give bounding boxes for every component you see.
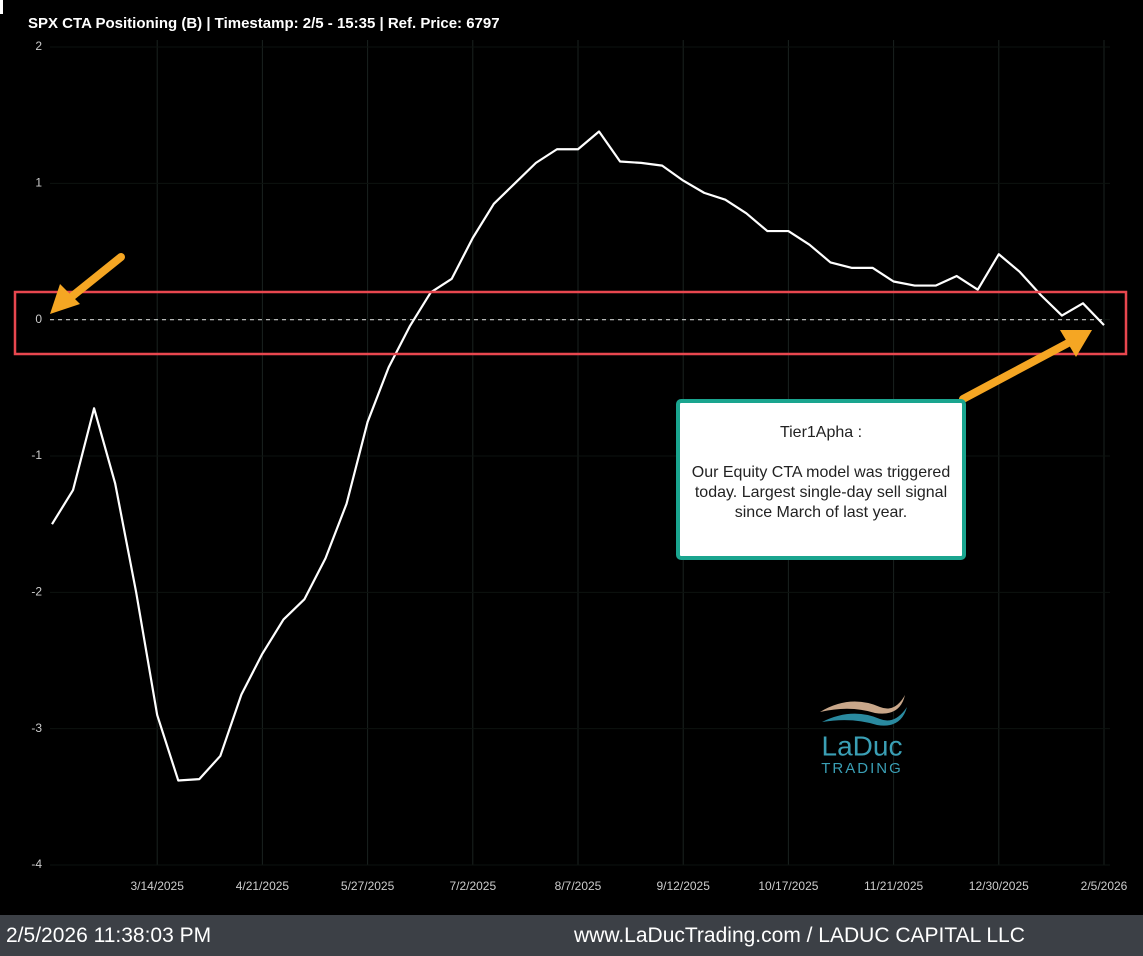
data-line (51, 130, 1105, 782)
x-tick-label: 3/14/2025 (131, 879, 185, 893)
annotation-box: Tier1Apha : Our Equity CTA model was tri… (676, 399, 966, 560)
y-tick-label: 0 (35, 312, 42, 326)
x-tick-label: 2/5/2026 (1081, 879, 1128, 893)
x-tick-label: 12/30/2025 (969, 879, 1029, 893)
logo-name: LaDuc (822, 730, 903, 761)
y-tick-label: 1 (35, 176, 42, 190)
y-tick-label: 2 (35, 39, 42, 53)
footer-site: www.LaDucTrading.com / LADUC CAPITAL LLC (574, 924, 1025, 947)
background (0, 0, 1143, 915)
x-tick-label: 7/2/2025 (449, 879, 496, 893)
chart-title: SPX CTA Positioning (B) | Timestamp: 2/5… (28, 15, 500, 32)
annotation-title: Tier1Apha : (779, 424, 863, 441)
logo-sub: TRADING (821, 760, 903, 777)
logo: LaDuc TRADING (820, 695, 907, 777)
chart: SPX CTA Positioning (B) | Timestamp: 2/5… (0, 0, 1143, 915)
annotation-text: Our Equity CTA model was triggered today… (691, 464, 951, 521)
x-tick-label: 5/27/2025 (341, 879, 395, 893)
arrows (66, 253, 1074, 403)
arrow-head (1060, 330, 1092, 357)
x-tick-label: 10/17/2025 (758, 879, 818, 893)
x-tick-label: 11/21/2025 (864, 879, 923, 893)
x-tick-label: 4/21/2025 (236, 879, 290, 893)
footer: 2/5/2026 11:38:03 PM www.LaDucTrading.co… (0, 915, 1143, 956)
y-tick-label: -3 (31, 721, 42, 735)
footer-timestamp: 2/5/2026 11:38:03 PM (6, 924, 212, 947)
y-tick-label: -2 (31, 585, 42, 599)
arrow-head (50, 284, 80, 314)
y-tick-label: -4 (31, 857, 42, 871)
y-tick-label: -1 (31, 448, 42, 462)
highlight-box (13, 290, 1128, 356)
x-tick-label: 8/7/2025 (555, 879, 602, 893)
x-tick-label: 9/12/2025 (657, 879, 711, 893)
corner-mark (0, 0, 3, 14)
